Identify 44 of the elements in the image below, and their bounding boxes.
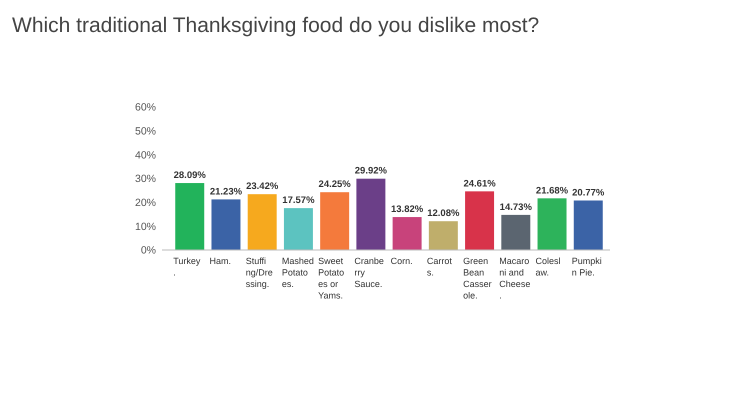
bar xyxy=(574,200,603,250)
y-tick-label: 40% xyxy=(134,149,156,162)
data-label: 29.92% xyxy=(354,166,388,177)
bar xyxy=(538,198,567,250)
x-tick-label: Turkey. xyxy=(173,256,201,278)
x-tick-label: Green Bean Casserole. xyxy=(463,256,492,300)
data-label: 12.08% xyxy=(427,208,460,220)
bar xyxy=(356,178,386,250)
x-tick-label: Corn. xyxy=(390,256,413,266)
y-tick-label: 50% xyxy=(134,126,156,138)
data-label: 28.09% xyxy=(174,170,206,182)
x-tick-label: Stuffing/Dressing. xyxy=(246,256,273,289)
bar xyxy=(175,183,204,250)
bar xyxy=(501,214,530,250)
data-label: 13.82% xyxy=(391,204,424,216)
y-tick-label: 60% xyxy=(134,102,156,114)
bar xyxy=(392,217,422,250)
x-tick-label: Coleslaw. xyxy=(536,256,561,278)
x-tick-label: Sweet Potatoes or Yams. xyxy=(318,256,344,300)
bar xyxy=(284,208,313,250)
data-label: 23.42% xyxy=(246,181,279,192)
data-label: 20.77% xyxy=(572,188,605,198)
y-tick-label: 30% xyxy=(134,173,156,186)
x-tick-label: Mashed Potatoes. xyxy=(282,256,314,289)
chart-title: Which traditional Thanksgiving food do you dislike most? xyxy=(12,14,540,37)
x-tick-label: Cranberry Sauce. xyxy=(354,256,384,289)
bar xyxy=(248,194,277,250)
data-label: 17.57% xyxy=(282,195,316,206)
x-tick-label: Ham. xyxy=(209,256,231,266)
bar xyxy=(211,199,240,250)
y-tick-label: 20% xyxy=(134,197,156,210)
data-label: 24.25% xyxy=(318,179,352,190)
x-tick-label: Macaroni and Cheese. xyxy=(499,256,530,300)
data-label: 21.23% xyxy=(210,186,243,198)
data-label: 21.68% xyxy=(536,185,569,196)
bar xyxy=(428,221,458,250)
data-label: 24.61% xyxy=(463,178,496,190)
x-tick-label: Pumpkin Pie. xyxy=(572,256,602,278)
x-tick-label: Carrots. xyxy=(426,256,452,278)
bar xyxy=(465,191,494,250)
y-tick-label: 0% xyxy=(140,244,156,257)
y-tick-label: 10% xyxy=(134,220,156,233)
data-label: 14.73% xyxy=(500,202,532,213)
bar xyxy=(320,192,350,250)
